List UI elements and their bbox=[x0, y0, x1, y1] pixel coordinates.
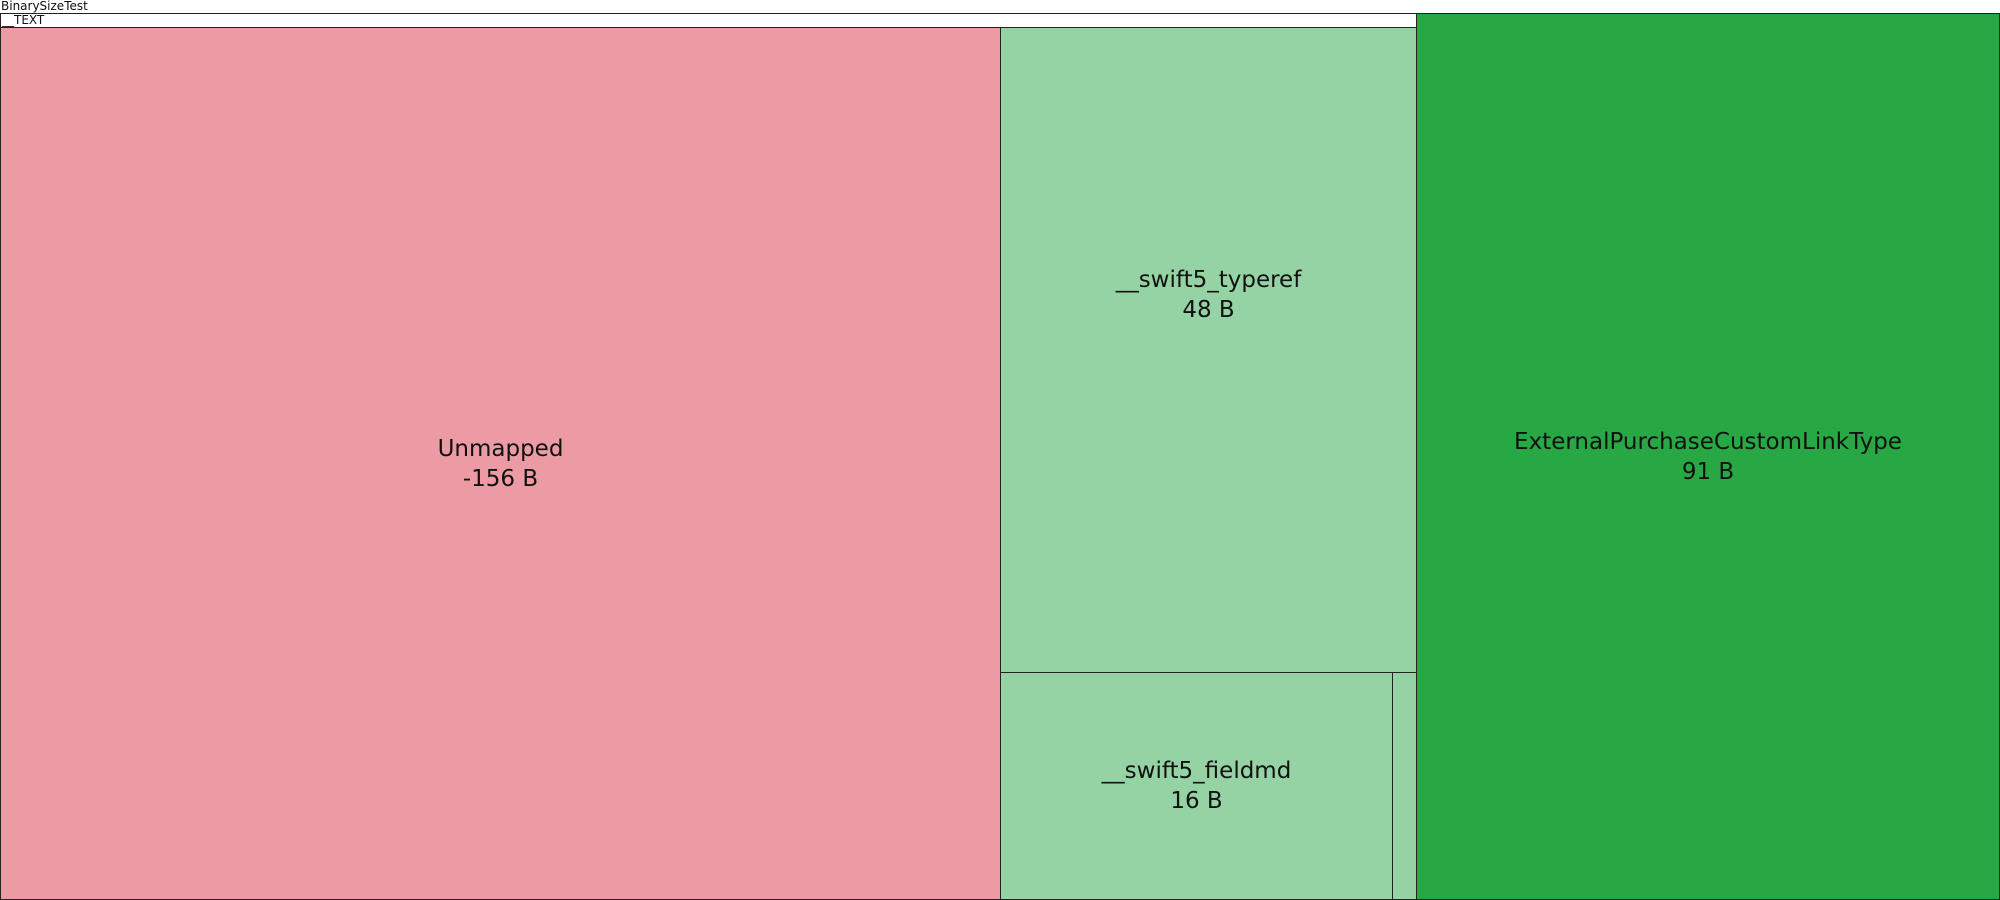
node-unmapped[interactable]: Unmapped -156 B bbox=[0, 27, 1001, 900]
node-size: -156 B bbox=[462, 465, 539, 492]
segment-label: __TEXT bbox=[2, 13, 45, 27]
node-external[interactable]: ExternalPurchaseCustomLinkType 91 B bbox=[1416, 13, 2000, 900]
node-size: 16 B bbox=[1170, 788, 1223, 814]
node-small[interactable] bbox=[1392, 672, 1417, 900]
node-size: 48 B bbox=[1182, 297, 1235, 323]
root-label: BinarySizeTest bbox=[1, 0, 88, 13]
node-name: __swift5_typeref bbox=[1115, 267, 1302, 293]
node-typeref[interactable]: __swift5_typeref 48 B bbox=[1000, 27, 1417, 673]
node-name: __swift5_fieldmd bbox=[1101, 758, 1292, 784]
node-name: Unmapped bbox=[437, 435, 564, 462]
node-name: ExternalPurchaseCustomLinkType bbox=[1514, 428, 1902, 455]
node-fieldmd[interactable]: __swift5_fieldmd 16 B bbox=[1000, 672, 1393, 900]
node-size: 91 B bbox=[1681, 458, 1735, 485]
